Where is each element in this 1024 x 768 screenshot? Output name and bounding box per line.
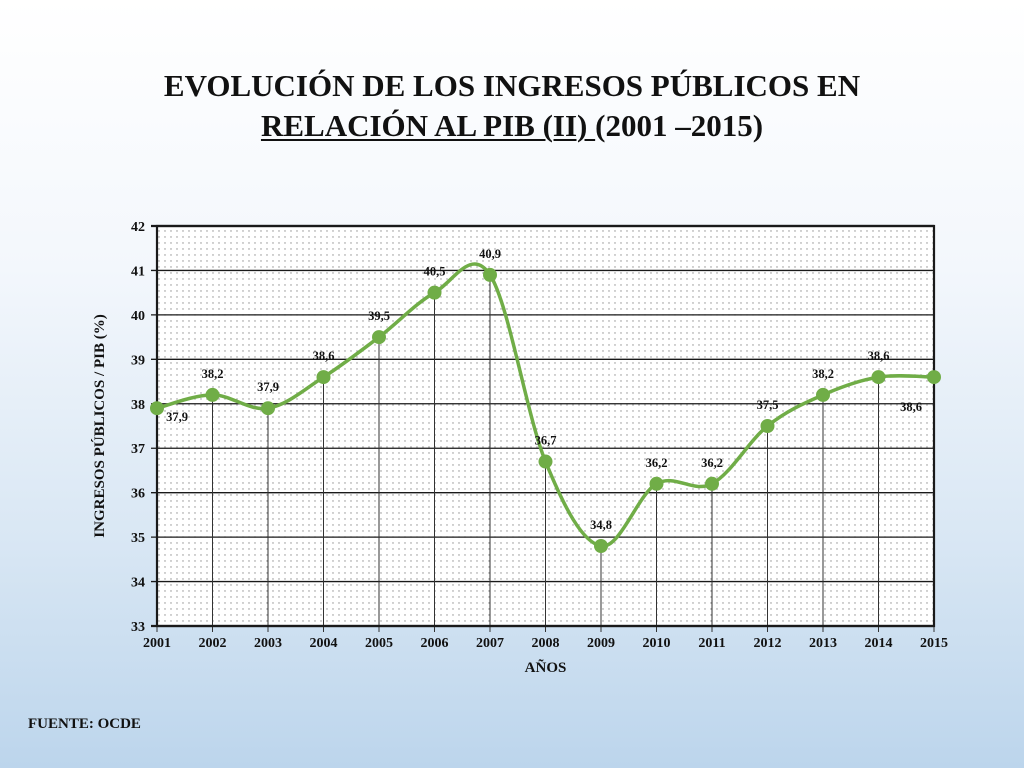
title-line-2: RELACIÓN AL PIB (II) (2001 –2015) — [0, 106, 1024, 146]
y-tick-label: 37 — [131, 442, 145, 457]
x-tick-label: 2010 — [643, 636, 671, 651]
data-label: 38,6 — [868, 349, 890, 363]
data-point — [150, 401, 164, 416]
x-tick-label: 2015 — [920, 636, 948, 651]
data-label: 38,6 — [900, 400, 922, 414]
data-label: 40,9 — [479, 247, 501, 261]
title-line-1: EVOLUCIÓN DE LOS INGRESOS PÚBLICOS EN — [163, 68, 861, 103]
x-tick-label: 2003 — [254, 636, 282, 651]
data-label: 36,2 — [701, 456, 723, 470]
data-label: 38,2 — [812, 367, 834, 381]
data-point — [372, 330, 386, 345]
y-tick-label: 42 — [131, 220, 145, 235]
x-axis-title: AÑOS — [525, 658, 567, 676]
x-tick-label: 2011 — [698, 636, 725, 651]
data-label: 38,6 — [313, 349, 335, 363]
data-point — [427, 285, 442, 300]
x-tick-label: 2001 — [143, 636, 171, 651]
x-tick-label: 2007 — [476, 636, 504, 651]
data-point — [483, 267, 497, 282]
data-label: 36,7 — [535, 434, 557, 448]
x-tick-label: 2008 — [532, 636, 560, 651]
data-label: 38,2 — [202, 367, 224, 381]
data-point — [261, 401, 275, 416]
data-point — [927, 370, 941, 385]
y-tick-label: 34 — [131, 576, 145, 591]
x-tick-label: 2012 — [754, 636, 782, 651]
data-point — [705, 476, 719, 491]
source-note: FUENTE: OCDE — [28, 716, 141, 732]
x-tick-label: 2002 — [199, 636, 227, 651]
plot-frame — [155, 224, 936, 628]
y-tick-label: 33 — [131, 620, 145, 635]
data-point — [316, 370, 331, 385]
x-tick-label: 2013 — [809, 636, 837, 651]
data-point — [594, 539, 608, 553]
y-tick-label: 35 — [131, 531, 145, 546]
x-tick-label: 2006 — [421, 636, 449, 651]
data-label: 36,2 — [646, 456, 668, 470]
y-tick-label: 36 — [131, 487, 145, 502]
title-line-2-underlined: RELACIÓN AL PIB (II) — [260, 108, 596, 143]
data-label: 37,9 — [257, 380, 279, 394]
data-point — [760, 419, 775, 433]
x-tick-label: 2009 — [587, 636, 615, 651]
chart-title: EVOLUCIÓN DE LOS INGRESOS PÚBLICOS EN RE… — [0, 66, 1024, 146]
x-tick-label: 2004 — [310, 636, 338, 651]
data-label: 37,9 — [166, 410, 188, 424]
y-tick-label: 38 — [131, 398, 145, 413]
data-point — [871, 370, 886, 385]
data-label: 34,8 — [590, 518, 612, 532]
data-point — [649, 476, 664, 491]
x-tick-label: 2005 — [365, 636, 393, 651]
y-tick-label: 41 — [131, 264, 145, 279]
title-line-2-rest: (2001 –2015) — [595, 108, 764, 143]
data-point — [816, 387, 830, 402]
y-tick-label: 39 — [131, 353, 145, 368]
data-label: 37,5 — [757, 398, 779, 412]
data-point — [538, 454, 553, 469]
y-axis-title: INGRESOS PÚBLICOS / PIB (%) — [91, 314, 108, 537]
data-label: 39,5 — [368, 309, 390, 323]
y-tick-label: 40 — [131, 309, 145, 324]
data-point — [205, 387, 220, 402]
data-label: 40,5 — [424, 265, 446, 279]
x-tick-label: 2014 — [865, 636, 893, 651]
